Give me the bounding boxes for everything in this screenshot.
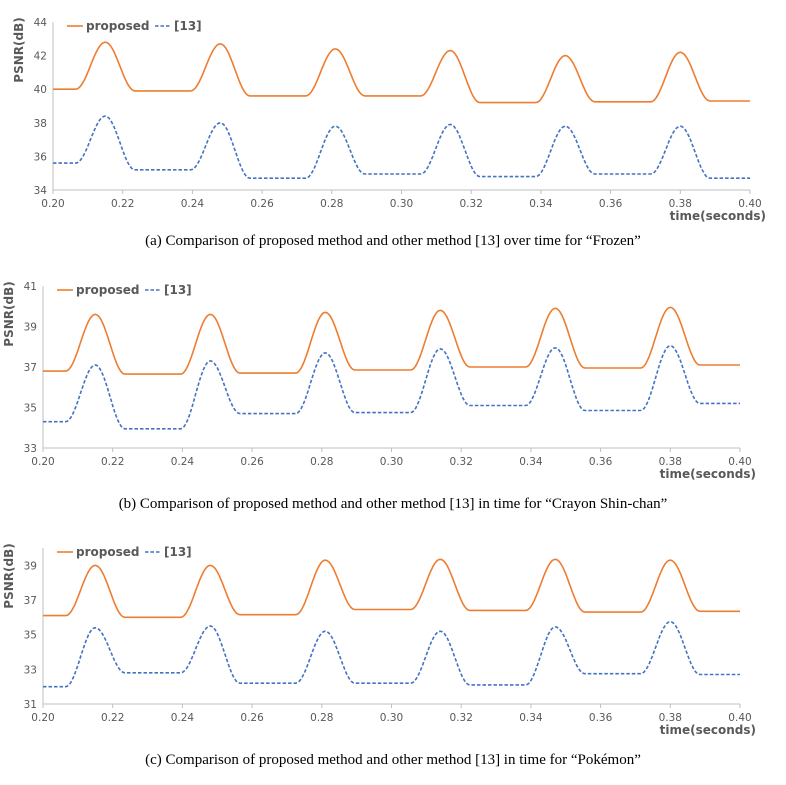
y-tick-label: 33 xyxy=(24,443,37,455)
x-tick-label: 0.36 xyxy=(589,712,613,724)
x-tick-label: 0.22 xyxy=(101,456,124,468)
x-tick-label: 0.40 xyxy=(738,198,761,210)
x-tick-label: 0.38 xyxy=(659,456,682,468)
caption-b: (b) Comparison of proposed method and ot… xyxy=(118,496,668,512)
legend-label: [13] xyxy=(164,283,192,297)
y-tick-label: 41 xyxy=(24,281,37,293)
x-tick-label: 0.38 xyxy=(669,198,692,210)
series-line-proposed xyxy=(43,558,740,619)
y-tick-label: 37 xyxy=(24,595,37,607)
x-tick-label: 0.20 xyxy=(31,456,54,468)
series-line-proposed xyxy=(43,306,740,375)
x-tick-label: 0.38 xyxy=(659,712,682,724)
x-tick-label: 0.26 xyxy=(240,456,264,468)
legend-label: proposed xyxy=(86,19,149,33)
y-tick-label: 42 xyxy=(34,51,47,63)
chart-panel-b: 33 35 37 39 41 0.20 0.22 0.24 0.26 0.28 0.30 0.32 0.… xyxy=(0,264,786,494)
y-tick-label: 37 xyxy=(24,362,37,374)
x-tick-label: 0.32 xyxy=(460,198,483,210)
y-tick-label: 39 xyxy=(24,322,37,334)
y-axis-label: PSNR(dB) xyxy=(12,17,26,82)
x-tick-label: 0.28 xyxy=(310,456,333,468)
y-tick-label: 31 xyxy=(24,699,37,711)
x-tick-label: 0.34 xyxy=(529,198,553,210)
x-tick-label: 0.32 xyxy=(450,456,473,468)
y-tick-label: 34 xyxy=(34,185,48,197)
y-tick-label: 40 xyxy=(34,84,47,96)
legend-label: proposed xyxy=(76,545,139,559)
y-axis-label: PSNR(dB) xyxy=(2,281,16,346)
y-tick-label: 38 xyxy=(34,118,47,130)
y-tick-label: 44 xyxy=(34,17,48,29)
legend-label: [13] xyxy=(164,545,192,559)
x-tick-label: 0.36 xyxy=(599,198,623,210)
x-tick-label: 0.30 xyxy=(380,712,403,724)
x-tick-label: 0.34 xyxy=(519,712,543,724)
x-tick-label: 0.40 xyxy=(728,456,751,468)
x-tick-label: 0.26 xyxy=(240,712,264,724)
x-tick-label: 0.30 xyxy=(390,198,413,210)
series-line-proposed xyxy=(53,41,750,104)
x-tick-label: 0.22 xyxy=(101,712,124,724)
x-tick-label: 0.24 xyxy=(181,198,205,210)
y-tick-label: 35 xyxy=(24,403,37,415)
x-tick-label: 0.24 xyxy=(171,712,195,724)
y-axis-label: PSNR(dB) xyxy=(2,543,16,608)
y-tick-label: 39 xyxy=(24,560,37,572)
series-line-ref13 xyxy=(53,115,750,179)
x-tick-label: 0.20 xyxy=(41,198,64,210)
x-tick-label: 0.34 xyxy=(519,456,543,468)
x-tick-label: 0.32 xyxy=(450,712,473,724)
y-tick-label: 35 xyxy=(24,630,37,642)
x-tick-label: 0.20 xyxy=(31,712,54,724)
legend-label: [13] xyxy=(174,19,202,33)
series-line-ref13 xyxy=(43,344,740,430)
series-line-ref13 xyxy=(43,620,740,688)
y-tick-label: 33 xyxy=(24,664,37,676)
x-tick-label: 0.40 xyxy=(728,712,751,724)
x-tick-label: 0.28 xyxy=(310,712,333,724)
chart-a: 34 36 38 40 42 44 0.20 0.22 0.24 0.26 0.28 0.30 0.32… xyxy=(12,17,766,223)
x-axis-label: time(seconds) xyxy=(660,723,756,737)
caption-a: (a) Comparison of proposed method and ot… xyxy=(145,233,641,249)
chart-b: 33 35 37 39 41 0.20 0.22 0.24 0.26 0.28 0.30 0.32 0.… xyxy=(2,281,756,481)
x-tick-label: 0.30 xyxy=(380,456,403,468)
chart-c: 31 33 35 37 39 0.20 0.22 0.24 0.26 0.28 0.30 0.32 0.… xyxy=(2,543,756,737)
x-tick-label: 0.22 xyxy=(111,198,134,210)
chart-panel-a: 34 36 38 40 42 44 0.20 0.22 0.24 0.26 0.28 0.30 0.32… xyxy=(0,0,786,232)
chart-panel-c: 31 33 35 37 39 0.20 0.22 0.24 0.26 0.28 0.30 0.32 0.… xyxy=(0,528,786,748)
x-tick-label: 0.36 xyxy=(589,456,613,468)
caption-c: (c) Comparison of proposed method and ot… xyxy=(145,752,641,768)
x-axis-label: time(seconds) xyxy=(670,209,766,223)
legend-label: proposed xyxy=(76,283,139,297)
x-tick-label: 0.24 xyxy=(171,456,195,468)
x-tick-label: 0.26 xyxy=(250,198,274,210)
x-tick-label: 0.28 xyxy=(320,198,343,210)
x-axis-label: time(seconds) xyxy=(660,467,756,481)
y-tick-label: 36 xyxy=(34,151,48,163)
